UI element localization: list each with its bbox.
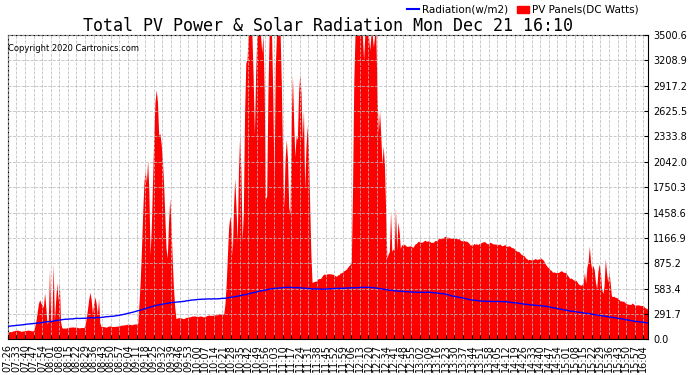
Title: Total PV Power & Solar Radiation Mon Dec 21 16:10: Total PV Power & Solar Radiation Mon Dec… — [83, 17, 573, 35]
Legend: Radiation(w/m2), PV Panels(DC Watts): Radiation(w/m2), PV Panels(DC Watts) — [402, 1, 643, 19]
Text: Copyright 2020 Cartronics.com: Copyright 2020 Cartronics.com — [8, 44, 139, 53]
